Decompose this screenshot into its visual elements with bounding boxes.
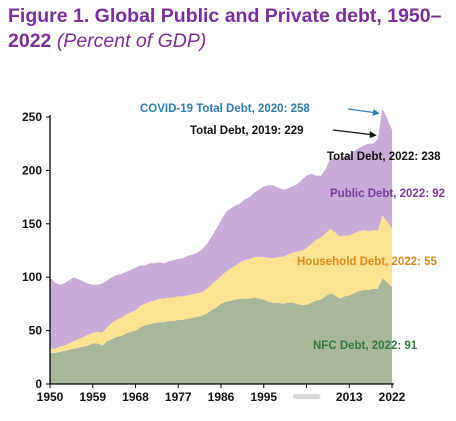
area-series-nfc-debt [50,278,392,384]
y-tick-label: 150 [22,217,42,231]
area-layers [50,108,392,384]
area-series-public-debt [50,108,392,349]
x-tick-label: 1986 [208,390,235,404]
chart-title-text: Figure 1. Global Public and Private debt… [8,5,442,52]
y-tick-label: 50 [29,324,43,338]
annotation-label: NFC Debt, 2022: 91 [313,340,418,352]
covid-pointer-arrow [347,108,378,114]
annotation-label: Total Debt, 2019: 229 [190,125,304,137]
chart-title: Figure 1. Global Public and Private debt… [8,4,448,54]
x-tick-label: 2022 [379,390,406,404]
x-tick-label-obscured [292,394,321,399]
annotation-label: Household Debt, 2022: 55 [297,256,438,268]
x-tick-label: 1977 [165,390,192,404]
x-tick-label: 2013 [336,390,363,404]
x-tick-label: 1950 [37,390,64,404]
x-tick-label: 1968 [122,390,149,404]
axes: 0 50 100 150 200 250 1950 1959 1968 1977 1986 1995 2… [22,110,406,404]
annotation-label: COVID-19 Total Debt, 2020: 258 [140,103,310,115]
total-2019-pointer-arrow [332,129,375,136]
series-labels: COVID-19 Total Debt, 2020: 258 Total Debt… [140,103,445,352]
annotation-label: Total Debt, 2022: 238 [327,151,441,163]
annotation-label: Public Debt, 2022: 92 [330,188,445,200]
x-tick-label: 1995 [250,390,277,404]
y-tick-label: 0 [35,377,42,391]
chart-subtitle: (Percent of GDP) [56,30,207,52]
y-tick-label: 200 [22,163,42,177]
area-series-household-debt [50,215,392,353]
total-2019-pointer-arrowhead [369,131,377,138]
y-tick-label: 100 [22,270,42,284]
x-tick-label: 1959 [79,390,106,404]
y-tick-label: 250 [22,110,42,124]
covid-pointer-arrowhead [372,109,380,116]
